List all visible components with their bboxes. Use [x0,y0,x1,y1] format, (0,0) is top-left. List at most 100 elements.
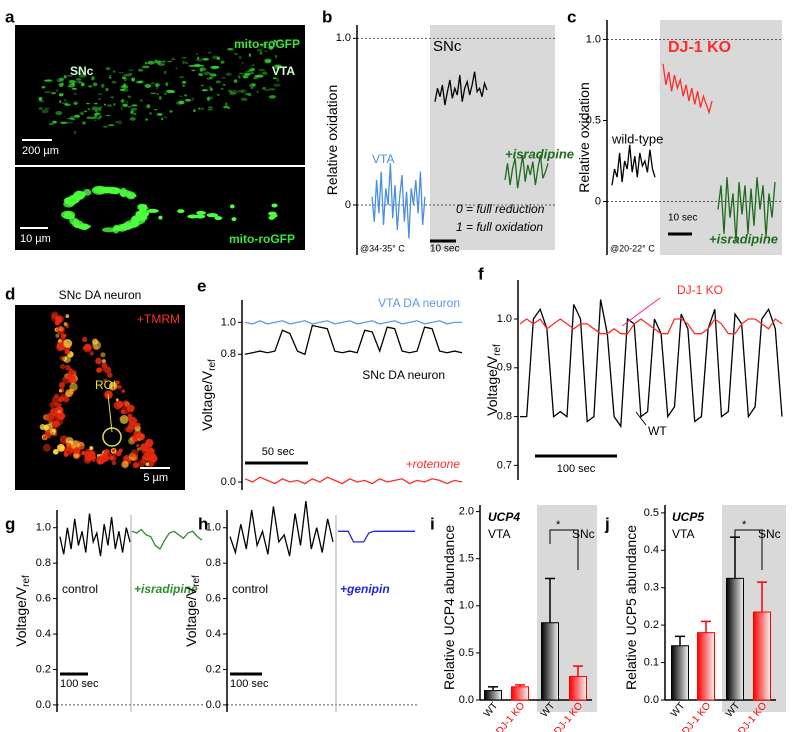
blob [102,125,108,128]
stain-label: mito-roGFP [229,232,295,246]
blob [206,213,219,218]
blob [75,78,82,81]
blob [84,343,92,351]
blob [86,103,90,105]
blob [55,111,63,116]
blob [107,186,117,195]
blob [212,74,217,77]
blob [238,72,244,75]
series-label: +rotenone [406,457,461,471]
y-tick-label: 1.0 [497,313,512,325]
blob [65,314,70,319]
blob [276,78,280,82]
y-tick-label: 0.4 [36,628,51,640]
y-axis-label: Voltage/Vref [484,344,503,416]
blob [122,400,129,407]
blob [101,368,105,372]
blob [147,60,155,65]
blob [78,73,87,79]
blob [273,39,277,43]
blob [60,345,65,350]
blob [136,444,140,448]
blob [110,96,115,98]
blob [178,100,185,105]
blob [66,75,74,77]
micrograph [15,167,305,250]
trace [504,154,549,189]
y-tick-label: 0.2 [644,619,659,631]
blob [45,413,54,422]
blob [150,82,156,84]
trace [434,71,488,106]
blob [263,50,268,53]
blob [228,92,236,96]
blob [242,76,248,79]
condition-shade [660,20,782,255]
blob [147,460,155,467]
blob [181,80,187,84]
annotation: 100 sec [60,678,99,690]
roi [102,427,122,447]
blob [108,124,115,126]
series-label: +genipin [340,582,390,596]
y-tick-label: 0.8 [36,557,51,569]
blob [220,87,224,90]
y-tick-label: 0.9 [497,362,512,374]
blob [73,447,81,455]
blob [250,86,253,90]
blob [274,64,282,68]
blob [118,71,125,74]
annotation: 100 sec [230,678,269,690]
blob [121,389,125,393]
blob [241,61,244,65]
stain-label: +TMRM [137,312,180,326]
bar [511,686,529,701]
blob [78,81,82,84]
blob [98,115,103,119]
y-axis-label-main: Relative oxidation [576,82,592,193]
blob [51,91,57,95]
y-tick-label: 0 [595,195,601,207]
blob [197,56,200,60]
blob [200,106,205,111]
blob [230,89,238,95]
bar [484,690,502,701]
y-axis-label-main: Voltage/V [484,355,500,416]
trace [519,318,783,335]
blob [154,83,160,88]
blob [131,104,138,107]
blob [112,70,116,73]
trace [59,513,131,557]
blob [130,215,146,225]
blob [117,120,122,125]
blob [65,442,72,449]
blob [201,89,208,92]
blob [130,108,138,111]
stain-label: mito-roGFP [234,37,300,51]
blob [130,449,139,458]
blob [71,87,77,90]
blob [231,217,237,222]
y-tick-label: 1.5 [459,553,474,565]
x-tick-label: WT [482,701,500,720]
annotation: 100 sec [557,463,596,475]
blob [248,68,251,73]
blob [274,54,278,59]
blob [171,58,176,61]
series-label: VTA [372,152,394,166]
panel-label: c [567,7,576,26]
blob [63,333,67,338]
blob [258,68,266,72]
blob [80,445,85,450]
y-tick-label: 0.0 [206,699,221,711]
y-axis-label: Relative oxidation [576,82,592,193]
y-tick-label: 0.0 [459,694,474,706]
blob [51,409,56,415]
blob [161,117,164,121]
blob [137,459,146,468]
blob [127,95,132,99]
blob [68,79,76,84]
blob [207,51,212,54]
blob [56,78,64,83]
blob [132,436,139,443]
